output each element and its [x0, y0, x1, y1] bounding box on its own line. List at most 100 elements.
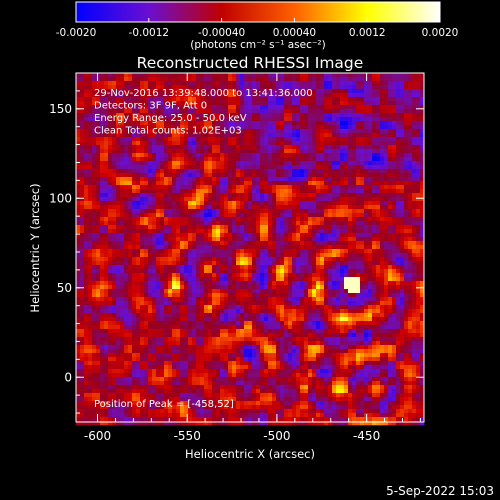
heatmap-cell: [224, 181, 229, 186]
heatmap-cell: [284, 197, 289, 202]
heatmap-cell: [308, 153, 313, 158]
heatmap-cell: [300, 177, 305, 182]
heatmap-cell: [192, 153, 197, 158]
heatmap-cell: [348, 149, 353, 154]
heatmap-cell: [396, 213, 401, 218]
heatmap-cell: [212, 149, 217, 154]
heatmap-cell: [360, 193, 365, 198]
heatmap-cell: [124, 281, 129, 286]
heatmap-cell: [372, 165, 377, 170]
heatmap-cell: [352, 193, 357, 198]
heatmap-cell: [372, 153, 377, 158]
heatmap-cell: [396, 257, 401, 262]
heatmap-cell: [268, 101, 273, 106]
heatmap-cell: [392, 201, 397, 206]
heatmap-cell: [408, 197, 413, 202]
heatmap-cell: [352, 93, 357, 98]
heatmap-cell: [220, 189, 225, 194]
heatmap-cell: [372, 293, 377, 298]
heatmap-cell: [92, 169, 97, 174]
heatmap-cell: [132, 225, 137, 230]
heatmap-cell: [376, 173, 381, 178]
heatmap-cell: [400, 73, 405, 78]
heatmap-cell: [84, 233, 89, 238]
heatmap-cell: [328, 165, 333, 170]
heatmap-cell: [116, 113, 121, 118]
heatmap-cell: [240, 273, 245, 278]
heatmap-cell: [248, 173, 253, 178]
heatmap-cell: [132, 237, 137, 242]
heatmap-cell: [388, 261, 393, 266]
heatmap-cell: [88, 93, 93, 98]
heatmap-cell: [192, 173, 197, 178]
heatmap-cell: [372, 237, 377, 242]
heatmap-cell: [120, 149, 125, 154]
heatmap-cell: [416, 285, 421, 290]
heatmap-cell: [172, 245, 177, 250]
heatmap-cell: [304, 261, 309, 266]
heatmap-cell: [192, 117, 197, 122]
heatmap-cell: [184, 265, 189, 270]
heatmap-cell: [280, 125, 285, 130]
heatmap-cell: [188, 193, 193, 198]
heatmap-cell: [208, 189, 213, 194]
heatmap-cell: [140, 137, 145, 142]
heatmap-cell: [228, 245, 233, 250]
heatmap-cell: [144, 141, 149, 146]
heatmap-cell: [388, 113, 393, 118]
heatmap-cell: [136, 289, 141, 294]
heatmap-cell: [252, 165, 257, 170]
heatmap-cell: [260, 157, 265, 162]
heatmap-cell: [124, 137, 129, 142]
heatmap-cell: [372, 137, 377, 142]
heatmap-cell: [376, 189, 381, 194]
heatmap-cell: [420, 97, 425, 102]
heatmap-cell: [76, 73, 81, 78]
heatmap-cell: [276, 253, 281, 258]
heatmap-cell: [356, 165, 361, 170]
heatmap-cell: [156, 277, 161, 282]
heatmap-cell: [104, 77, 109, 82]
heatmap-cell: [280, 269, 285, 274]
heatmap-cell: [104, 73, 109, 78]
heatmap-cell: [128, 121, 133, 126]
heatmap-cell: [388, 197, 393, 202]
heatmap-cell: [156, 185, 161, 190]
heatmap-cell: [336, 169, 341, 174]
heatmap-cell: [388, 165, 393, 170]
heatmap-cell: [112, 301, 117, 306]
heatmap-cell: [304, 277, 309, 282]
heatmap-cell: [116, 125, 121, 130]
heatmap-cell: [352, 297, 357, 302]
heatmap-cell: [92, 297, 97, 302]
heatmap-cell: [376, 177, 381, 182]
heatmap-cell: [416, 137, 421, 142]
heatmap-cell: [196, 265, 201, 270]
heatmap-cell: [264, 273, 269, 278]
heatmap-cell: [120, 93, 125, 98]
heatmap-cell: [284, 173, 289, 178]
heatmap-cell: [360, 249, 365, 254]
heatmap-cell: [272, 125, 277, 130]
heatmap-cell: [116, 177, 121, 182]
heatmap-cell: [280, 229, 285, 234]
heatmap-cell: [200, 89, 205, 94]
heatmap-cell: [136, 165, 141, 170]
heatmap-cell: [412, 177, 417, 182]
heatmap-cell: [412, 205, 417, 210]
heatmap-cell: [392, 97, 397, 102]
heatmap-cell: [112, 109, 117, 114]
heatmap-cell: [116, 85, 121, 90]
heatmap-cell: [156, 105, 161, 110]
heatmap-cell: [292, 249, 297, 254]
heatmap-cell: [304, 153, 309, 158]
heatmap-cell: [148, 273, 153, 278]
heatmap-cell: [312, 221, 317, 226]
heatmap-cell: [88, 97, 93, 102]
heatmap-cell: [328, 273, 333, 278]
heatmap-cell: [168, 205, 173, 210]
heatmap-cell: [360, 213, 365, 218]
heatmap-cell: [316, 221, 321, 226]
heatmap-cell: [152, 253, 157, 258]
heatmap-cell: [104, 209, 109, 214]
